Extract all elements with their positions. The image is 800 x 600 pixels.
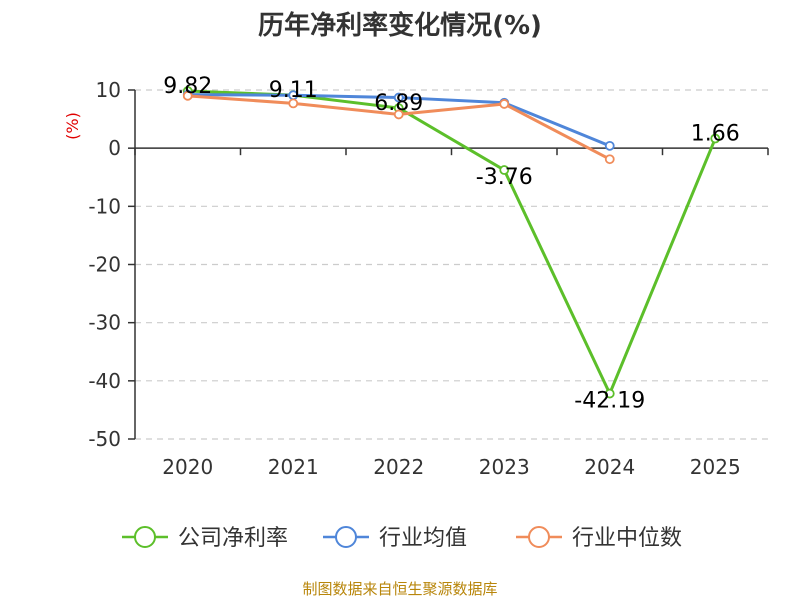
data-label: -3.76 [476, 165, 533, 190]
x-tick-label: 2024 [584, 455, 635, 479]
data-labels: 9.82 9.11 6.89 -3.76 -42.19 1.66 [163, 74, 739, 414]
series-group [182, 86, 721, 399]
legend-label[interactable]: 公司净利率 [178, 526, 288, 551]
x-tick-label: 2021 [268, 455, 319, 479]
legend-swatch-marker[interactable] [528, 526, 550, 548]
y-tick-label: 10 [96, 78, 121, 102]
x-tick-label: 2022 [373, 455, 424, 479]
y-tick-label: -30 [88, 311, 121, 335]
y-axis-label: (%) [63, 112, 82, 140]
data-point[interactable] [604, 388, 615, 399]
y-tick-label: -40 [88, 369, 121, 393]
y-tick-label: 0 [108, 136, 121, 160]
legend-label[interactable]: 行业中位数 [572, 526, 682, 551]
data-label: 9.11 [269, 78, 318, 103]
data-point[interactable] [393, 109, 404, 120]
x-tick-label: 2025 [690, 455, 741, 479]
chart-title: 历年净利率变化情况(%) [258, 10, 542, 41]
y-tick-label: -50 [88, 427, 121, 451]
data-point[interactable] [393, 92, 404, 103]
x-tick-label: 2020 [162, 455, 213, 479]
y-tick-label: -10 [88, 194, 121, 218]
data-point[interactable] [499, 99, 510, 109]
grid-lines [135, 89, 768, 440]
data-point[interactable] [710, 133, 721, 144]
data-point[interactable] [499, 165, 510, 175]
x-tick-label: 2023 [479, 455, 530, 479]
y-tick-label: -20 [88, 253, 121, 277]
legend-swatch-marker[interactable] [335, 526, 357, 548]
data-point[interactable] [604, 140, 615, 151]
data-label: -42.19 [574, 389, 645, 414]
legend-swatch-marker[interactable] [134, 526, 156, 548]
data-label: 6.89 [374, 91, 423, 116]
data-label: 1.66 [691, 122, 740, 147]
data-label: 9.82 [163, 74, 212, 99]
data-point[interactable] [604, 154, 615, 165]
legend-label[interactable]: 行业均值 [379, 526, 467, 551]
legend[interactable]: 公司净利率 行业均值 行业中位数 [122, 526, 682, 551]
data-point[interactable] [182, 90, 193, 101]
data-point[interactable] [288, 98, 299, 109]
axes: 10 0 -10 -20 -30 -40 -50 2020 2021 2022 2023 2024 20… [88, 78, 769, 479]
source-note: 制图数据来自恒生聚源数据库 [302, 580, 497, 598]
series-line-1 [187, 89, 717, 396]
